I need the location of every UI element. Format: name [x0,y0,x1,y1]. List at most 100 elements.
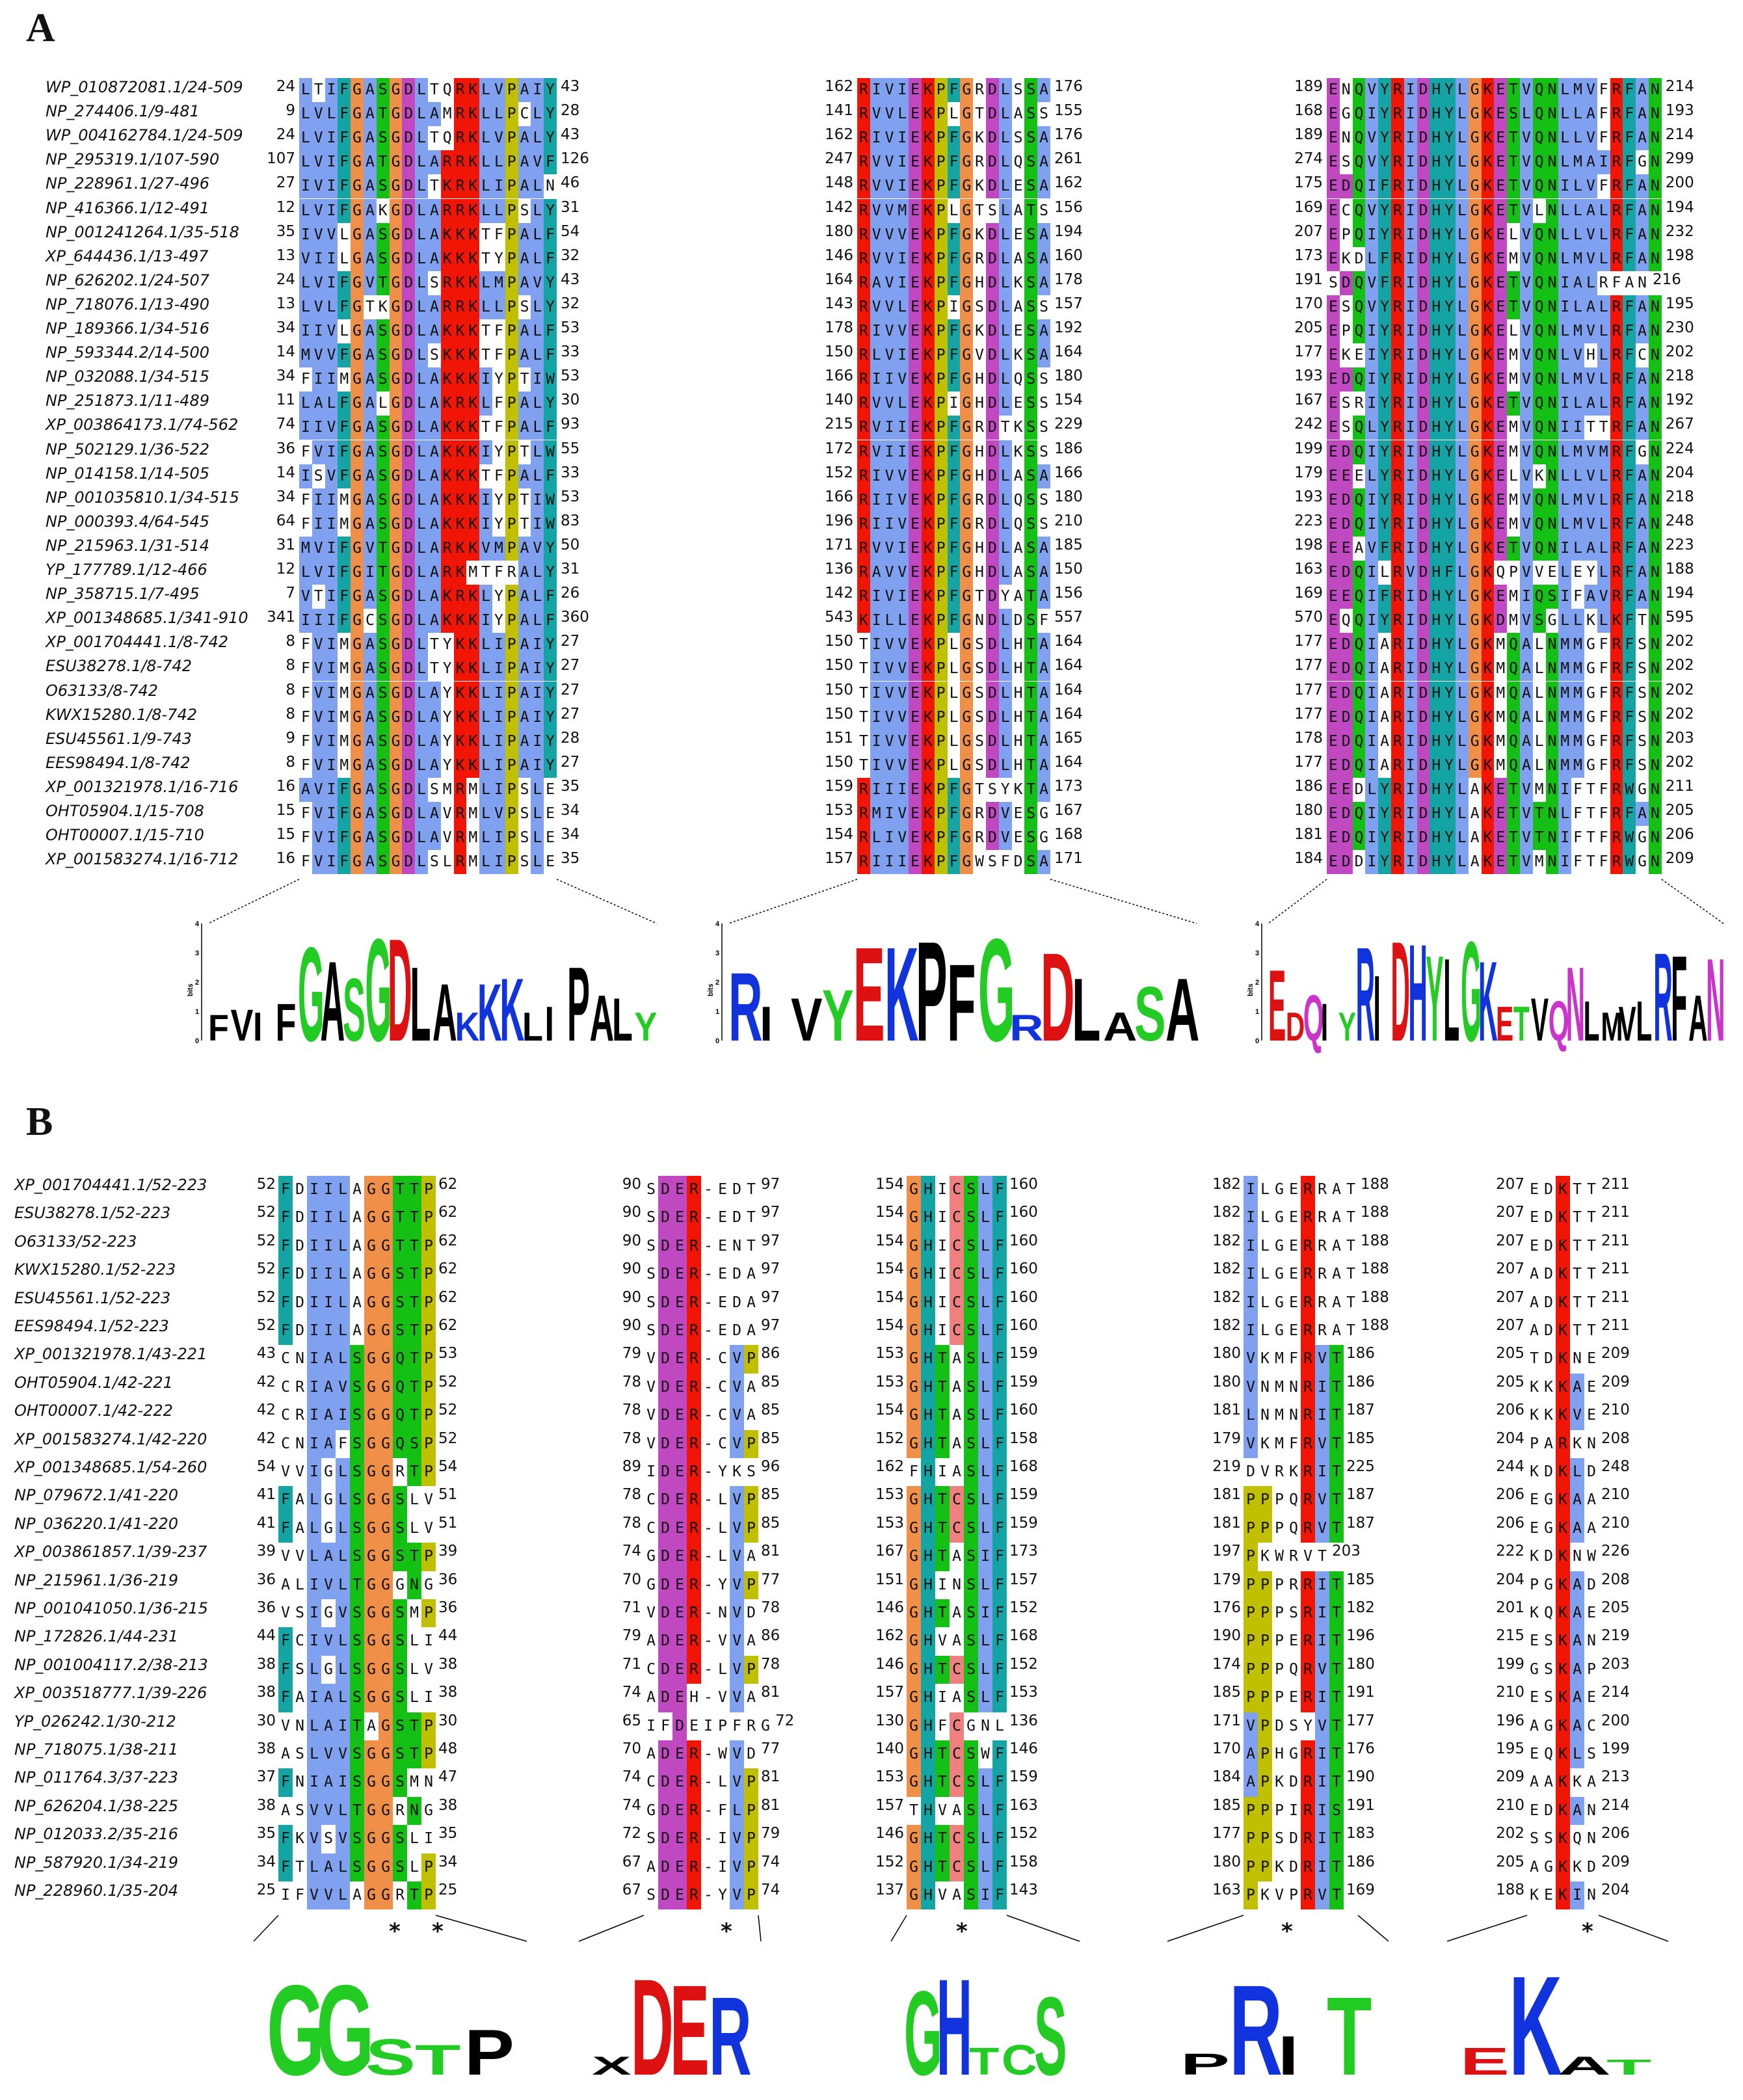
panel-a-block-3-residue: N [1649,777,1662,802]
panel-a-block-3-residue: V [1520,536,1533,561]
panel-b-block-1-residue: S [393,1317,407,1346]
panel-a-block-1-residue: Y [494,250,503,267]
panel-b-block-1-residue: I [281,1887,290,1904]
panel-a-block-1-residue: I [492,826,505,851]
panel-a-block-1-residue: I [531,512,544,537]
panel-a-block-3-residue: K [1481,416,1495,440]
panel-b-logo-4-connector-line [1357,1915,1389,1942]
panel-a-block-1-residue: A [518,416,531,440]
panel-a-block-1-residue: Y [544,536,557,561]
panel-a-block-2-start-num: 196 [825,512,853,529]
panel-b-block-1-end-num: 52 [438,1429,458,1447]
panel-a-block-2-residue: G [960,416,974,440]
panel-b-block-3-residue: H [921,1796,935,1826]
panel-a-block-1-residue: V [479,536,492,561]
panel-a-block-1-residue: V [492,802,505,827]
panel-a-block-3-residue: G [1468,246,1482,271]
panel-a-block-3-residue: R [1391,464,1404,488]
panel-a-block-1-residue: P [505,802,518,827]
panel-a-block-1-residue: T [520,443,529,460]
panel-a-block-3-residue: E [1327,657,1340,682]
panel-a-block-3-start-num: 186 [1294,777,1323,795]
panel-a-block-3-residue: N [1649,729,1662,754]
panel-b-sequence-id: OHT00007.1/42-222 [14,1402,173,1420]
panel-a-block-3-residue: H [1430,512,1443,537]
panel-a-block-1-end-num: 27 [561,705,580,723]
panel-a-block-3-residue: R [1391,174,1404,199]
panel-b-block-5-end-num: 226 [1601,1543,1630,1560]
panel-a-block-2-start-num: 150 [825,705,853,723]
panel-a-block-3-start-num: 198 [1294,536,1323,553]
panel-a-block-3-residue: R [1391,126,1404,151]
panel-a-block-1-residue: A [364,440,377,464]
panel-b-block-3-residue: H [921,1345,935,1374]
panel-b-block-2-residue: V [730,1655,744,1684]
panel-a-block-3-residue: Y [1378,126,1391,151]
panel-a-block-2-residue: A [1013,539,1023,557]
panel-a-block-3-start-num: 181 [1294,826,1323,844]
panel-b-block-3-residue: L [978,1514,992,1543]
panel-a-block-2-residue: V [883,295,896,319]
panel-a-block-3-end-num: 200 [1665,174,1694,192]
panel-a-block-2-residue: S [1024,246,1038,271]
panel-b-block-5-end-num: 209 [1601,1345,1630,1362]
panel-a-block-2-residue: G [960,150,974,175]
panel-b-block-2-residue: V [730,1543,744,1571]
panel-b-block-3-residue: G [907,1288,921,1317]
panel-b-block-1-residue: G [364,1543,379,1571]
panel-a-block-1-residue: V [312,850,325,875]
panel-a-block-3-residue: Q [1532,392,1546,416]
panel-a-logo-2-axis-tick: 2 [715,979,719,987]
panel-a-block-3-residue: G [1468,705,1482,730]
panel-b-block-1-residue: L [410,1632,419,1650]
panel-a-block-1-residue: G [389,705,403,730]
panel-a-block-3-residue: E [1354,467,1364,485]
panel-a-block-2-residue: P [934,102,948,127]
panel-a-block-1-residue: L [299,126,312,151]
panel-b-block-5-residue: K [1556,1796,1570,1826]
panel-a-block-3-residue: V [1520,561,1533,585]
panel-a-block-1-start-num: 8 [286,753,295,771]
panel-b-block-2-residue: E [672,1176,687,1204]
panel-a-block-1-residue: D [402,150,416,175]
panel-a-block-2-residue: T [1024,753,1038,778]
panel-b-block-3-residue: L [978,1288,992,1317]
panel-a-block-2-residue: A [1037,753,1050,778]
panel-b-block-4-residue: P [1275,1604,1284,1621]
panel-b-block-5-residue: C [1587,1717,1596,1734]
panel-a-block-3-residue: R [1391,488,1404,512]
panel-a-block-3-residue: I [1365,367,1379,392]
panel-a-block-1-residue: G [389,78,403,103]
panel-a-block-3-residue: I [1404,78,1417,103]
panel-a-block-3-residue: F [1623,392,1636,416]
panel-a-block-3-residue: C [1341,202,1351,219]
panel-a-block-2-residue: K [922,561,935,585]
panel-a-block-3-residue: V [1520,777,1533,802]
panel-a-block-2-residue: R [857,319,870,344]
panel-a-block-1-residue: P [505,150,518,175]
panel-a-block-3-start-num: 177 [1294,681,1323,698]
panel-b-block-2-residue: D [658,1740,672,1769]
panel-a-block-3-residue: D [1339,826,1353,851]
panel-a-block-1-residue: K [440,367,454,392]
panel-a-block-2-residue: S [1024,464,1038,488]
panel-b-block-1-residue: L [336,1288,350,1317]
panel-a-block-2-residue: L [998,367,1012,392]
panel-b-block-1-residue: G [324,1491,333,1509]
panel-b-sequence-id: XP_003861857.1/39-237 [14,1543,207,1562]
panel-a-block-3-residue: R [1610,78,1623,103]
panel-a-block-3-residue: A [1470,853,1480,871]
panel-b-block-1-end-num: 53 [438,1345,458,1362]
panel-a-block-1-start-num: 35 [276,222,295,240]
panel-b-block-2-residue: E [672,1796,687,1826]
panel-b-block-1-residue: P [421,1204,436,1232]
panel-a-block-1-residue: K [440,609,454,633]
panel-a-block-3-start-num: 169 [1294,585,1323,602]
panel-a-block-3-residue: M [1571,367,1584,392]
panel-a-block-3-residue: H [1430,850,1443,875]
panel-a-block-1-residue: F [338,440,351,464]
panel-a-block-2-residue: E [909,174,922,199]
panel-a-block-1-residue: I [531,488,544,512]
panel-a-block-3-residue: A [1636,222,1649,247]
panel-a-block-3-residue: F [1599,708,1608,726]
